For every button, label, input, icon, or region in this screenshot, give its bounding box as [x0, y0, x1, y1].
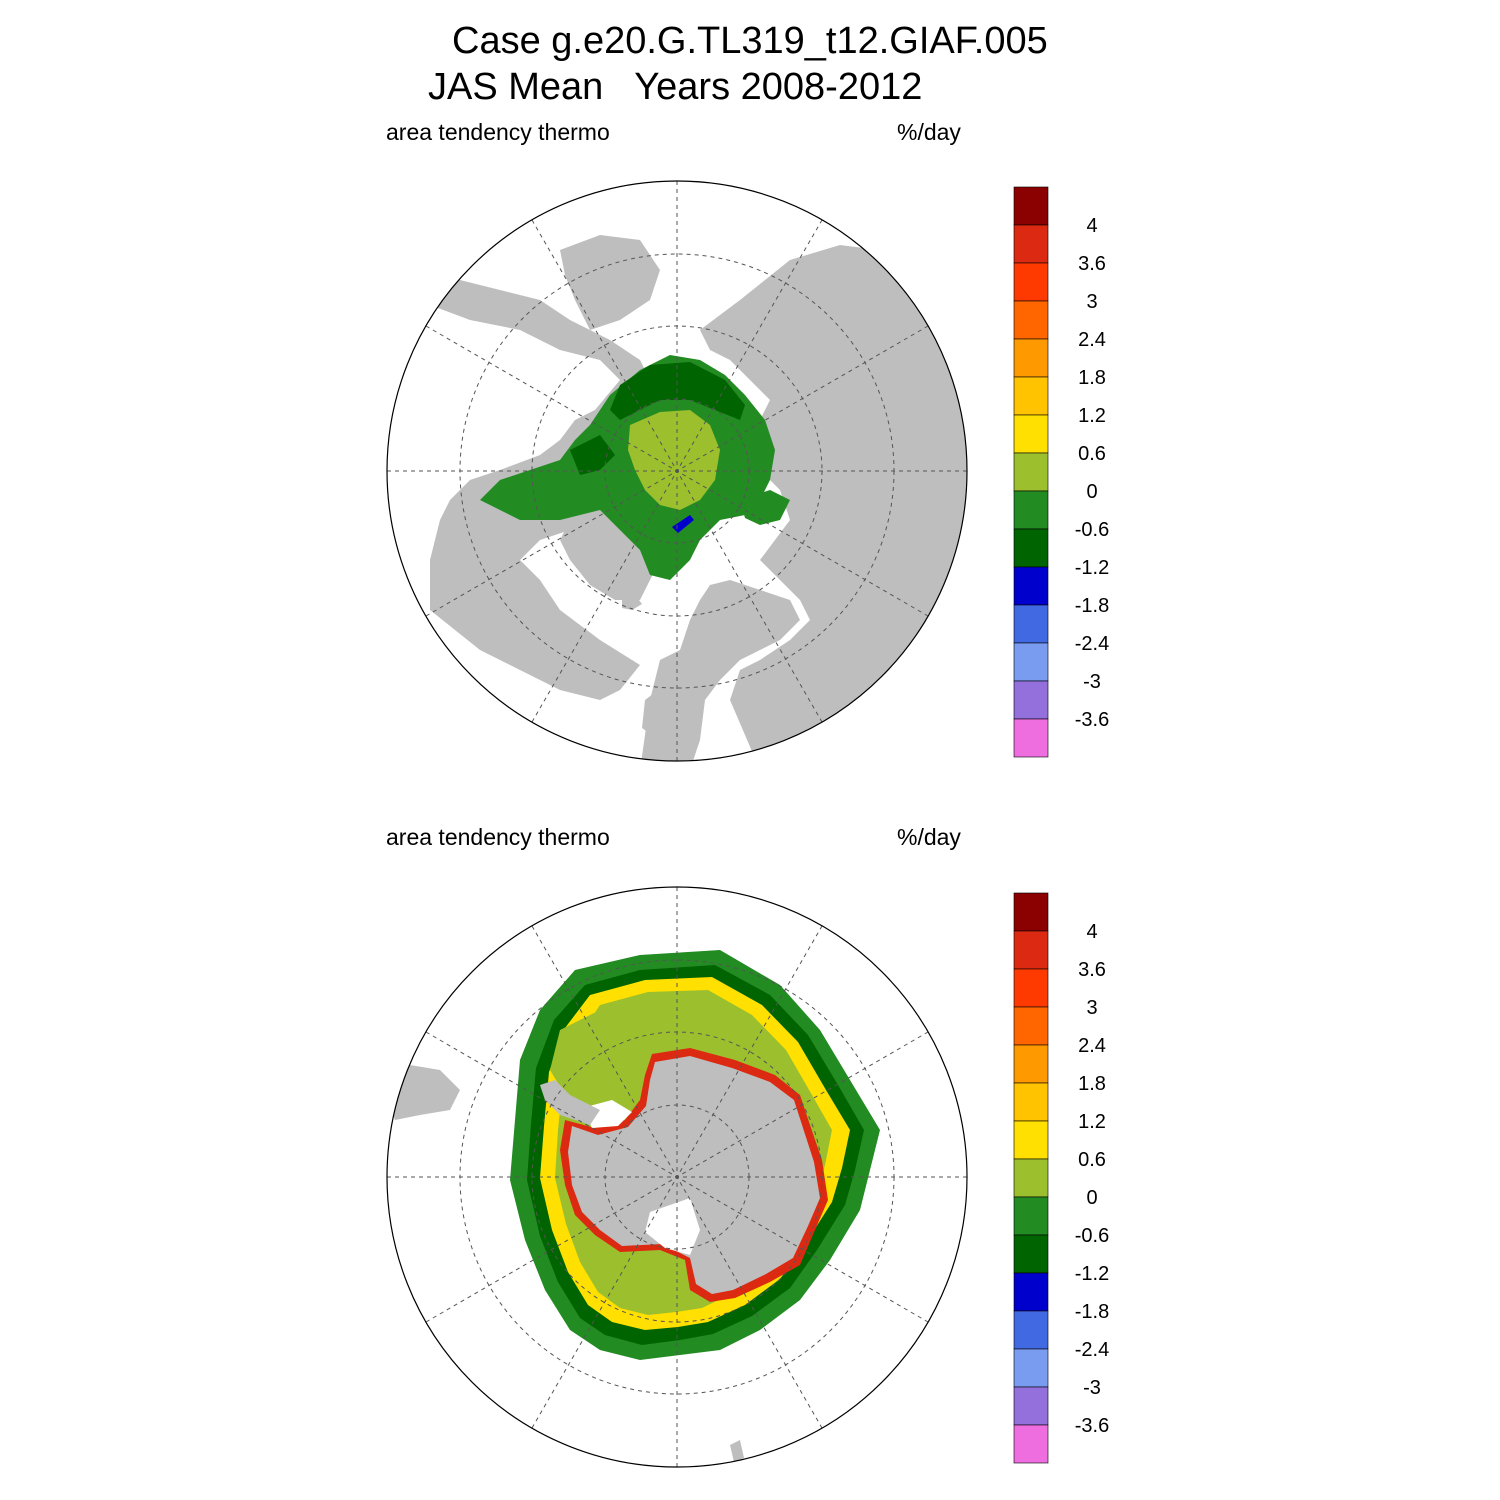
antarctic-peninsula-landmass [540, 1080, 600, 1125]
north-colorbar-swatch [1013, 452, 1049, 492]
south-colorbar-swatch [1013, 1310, 1049, 1350]
south-colorbar-swatch [1013, 1196, 1049, 1236]
south-panel-variable-label: area tendency thermo [386, 824, 610, 850]
south-america-landmass [387, 1065, 460, 1120]
south-colorbar-tick-label: 4 [1086, 921, 1097, 943]
south-colorbar-swatch [1013, 1424, 1049, 1464]
north-colorbar-tick-label: -3 [1083, 671, 1101, 693]
south-colorbar-swatch [1013, 1006, 1049, 1046]
great-britain-landmass [642, 690, 664, 738]
north-colorbar-tick-label: -0.6 [1075, 519, 1109, 541]
north-colorbar: 4 3.6 3 2.4 1.8 1.2 0.6 0 -0.6 -1.2 -1.8 -2.4 -3 -3.6 [1013, 186, 1109, 758]
south-colorbar-tick-label: -2.4 [1075, 1339, 1109, 1361]
north-polar-map [386, 180, 968, 762]
south-colorbar-swatch [1013, 1234, 1049, 1274]
south-colorbar: 4 3.6 3 2.4 1.8 1.2 0.6 0 -0.6 -1.2 -1.8 -2.4 -3 -3.6 [1013, 892, 1109, 1464]
north-colorbar-tick-label: -1.2 [1075, 557, 1109, 579]
north-colorbar-tick-label: -1.8 [1075, 595, 1109, 617]
north-sea-ice-field [480, 355, 790, 580]
north-colorbar-swatch [1013, 338, 1049, 378]
north-map-boundary [386, 180, 968, 762]
north-colorbar-tick-label: 3 [1086, 291, 1097, 313]
weddell-ice-lobe [550, 1010, 660, 1110]
north-colorbar-tick-label: 1.8 [1078, 367, 1106, 389]
north-colorbar-tick-label: 0.6 [1078, 443, 1106, 465]
north-colorbar-swatch [1013, 680, 1049, 720]
north-colorbar-tick-label: -2.4 [1075, 633, 1109, 655]
iceland-landmass [622, 596, 642, 610]
south-colorbar-swatch [1013, 1348, 1049, 1388]
europe-landmass [640, 580, 800, 761]
south-colorbar-tick-label: 0.6 [1078, 1149, 1106, 1171]
ross-ice-shelf [645, 1198, 700, 1255]
north-colorbar-swatch [1013, 262, 1049, 302]
arctic-ice-dark-band-west [570, 435, 615, 475]
north-colorbar-tick-label: 3.6 [1078, 253, 1106, 275]
south-colorbar-swatch [1013, 1044, 1049, 1084]
north-panel-units-label: %/day [897, 119, 961, 145]
south-map-boundary [386, 886, 968, 1468]
south-colorbar-swatch [1013, 1082, 1049, 1122]
south-colorbar-tick-label: 3 [1086, 997, 1097, 1019]
north-colorbar-swatch [1013, 604, 1049, 644]
south-colorbar-swatch [1013, 1120, 1049, 1160]
north-colorbar-swatch [1013, 528, 1049, 568]
south-colorbar-swatch [1013, 930, 1049, 970]
north-colorbar-tick-label: 2.4 [1078, 329, 1106, 351]
north-panel-variable-label: area tendency thermo [386, 119, 610, 145]
north-colorbar-swatch [1013, 566, 1049, 606]
south-colorbar-tick-label: 1.8 [1078, 1073, 1106, 1095]
alaska-landmass [560, 235, 660, 330]
arctic-ice-east-extension [740, 490, 790, 525]
south-polar-map [386, 886, 968, 1468]
south-landmasses [387, 1048, 828, 1462]
figure-title-line2: JAS Mean Years 2008-2012 [428, 66, 923, 108]
north-colorbar-swatch [1013, 490, 1049, 530]
arctic-ice-outer-band [480, 355, 775, 580]
north-colorbar-swatch [1013, 224, 1049, 264]
north-colorbar-tick-label: -3.6 [1075, 709, 1109, 731]
north-colorbar-swatch [1013, 300, 1049, 340]
north-colorbar-tick-label: 0 [1086, 481, 1097, 503]
north-graticule [387, 181, 967, 761]
south-colorbar-swatch [1013, 968, 1049, 1008]
south-colorbar-tick-label: -3.6 [1075, 1415, 1109, 1437]
eurasia-landmass [700, 245, 967, 761]
north-colorbar-swatch [1013, 376, 1049, 416]
tasmania-landmass [730, 1440, 744, 1462]
south-colorbar-swatch [1013, 892, 1049, 932]
south-colorbar-swatch [1013, 1272, 1049, 1312]
south-colorbar-swatch [1013, 1158, 1049, 1198]
south-colorbar-tick-label: -1.2 [1075, 1263, 1109, 1285]
north-colorbar-swatch [1013, 414, 1049, 454]
south-colorbar-swatch [1013, 1386, 1049, 1426]
arctic-ice-central-pack [628, 410, 720, 510]
south-colorbar-tick-label: 1.2 [1078, 1111, 1106, 1133]
south-colorbar-tick-label: -0.6 [1075, 1225, 1109, 1247]
figure-title-line1: Case g.e20.G.TL319_t12.GIAF.005 [452, 20, 1048, 62]
south-colorbar-tick-label: -3 [1083, 1377, 1101, 1399]
north-colorbar-swatch [1013, 718, 1049, 758]
north-colorbar-swatch [1013, 186, 1049, 226]
south-colorbar-tick-label: 0 [1086, 1187, 1097, 1209]
antarctica-landmass [568, 1056, 820, 1294]
south-panel-units-label: %/day [897, 824, 961, 850]
south-graticule [387, 887, 967, 1467]
south-colorbar-tick-label: -1.8 [1075, 1301, 1109, 1323]
south-colorbar-tick-label: 3.6 [1078, 959, 1106, 981]
south-colorbar-tick-label: 2.4 [1078, 1035, 1106, 1057]
north-colorbar-swatch [1013, 642, 1049, 682]
north-colorbar-tick-label: 4 [1086, 215, 1097, 237]
weddell-ice-shelf [582, 1100, 632, 1128]
north-colorbar-tick-label: 1.2 [1078, 405, 1106, 427]
